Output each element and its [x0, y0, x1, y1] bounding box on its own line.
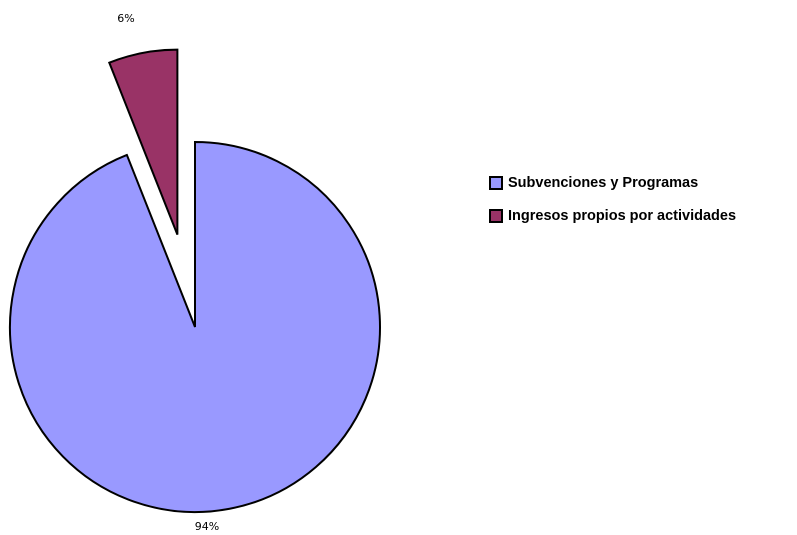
slice-ingresos: [107, 48, 179, 236]
slice-subvenciones: [9, 140, 381, 513]
legend-item-subvenciones: Subvenciones y Programas: [489, 172, 797, 193]
legend-label-subvenciones: Subvenciones y Programas: [508, 174, 699, 191]
legend-item-ingresos: Ingresos propios por actividades: [489, 205, 797, 226]
pie-slices: [9, 48, 381, 513]
pie-data-labels: 94% 6%: [117, 12, 219, 533]
data-label-subvenciones: 94%: [195, 520, 219, 533]
data-label-ingresos: 6%: [117, 12, 134, 25]
legend-label-ingresos: Ingresos propios por actividades: [508, 207, 737, 224]
legend-swatch-ingresos: [489, 208, 503, 223]
legend-swatch-subvenciones: [489, 175, 503, 190]
chart-legend: Subvenciones y Programas Ingresos propio…: [489, 172, 797, 238]
